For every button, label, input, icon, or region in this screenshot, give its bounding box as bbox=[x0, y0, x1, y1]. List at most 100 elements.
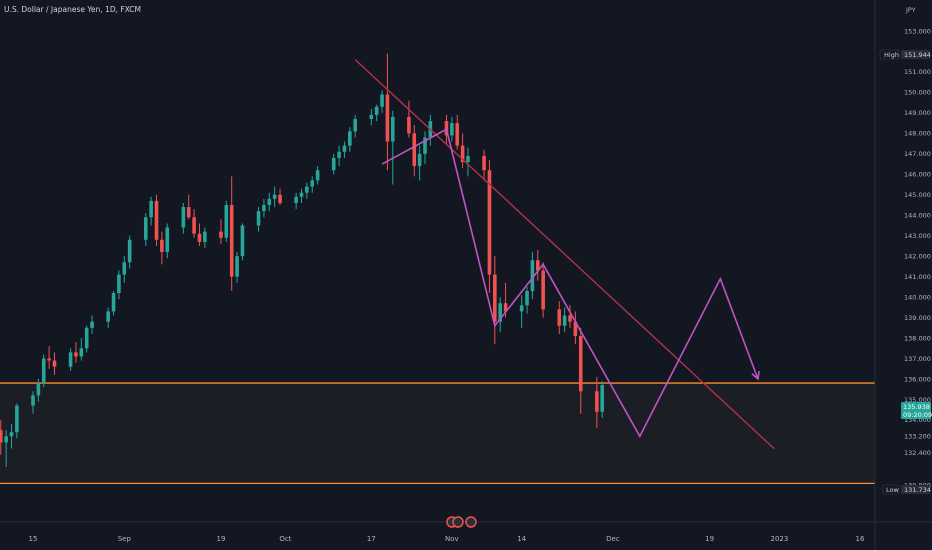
candle-body bbox=[595, 391, 599, 412]
resistance-trendline[interactable] bbox=[354, 59, 775, 450]
candle bbox=[79, 338, 84, 361]
candle bbox=[143, 213, 148, 246]
candle bbox=[455, 114, 460, 150]
candle-body bbox=[348, 131, 352, 146]
high-label-box bbox=[879, 49, 900, 60]
time-tick-label: Nov bbox=[445, 535, 459, 543]
candle bbox=[0, 419, 3, 455]
low-label-box bbox=[882, 484, 900, 495]
candle bbox=[315, 166, 320, 185]
last-price: 135.938 bbox=[903, 403, 930, 411]
time-tick-label: Sep bbox=[118, 535, 132, 543]
symbol-title: U.S. Dollar / Japanese Yen, 1D, FXCM bbox=[4, 5, 141, 14]
candle-body bbox=[90, 321, 94, 328]
candle bbox=[278, 188, 282, 205]
candle bbox=[262, 198, 266, 218]
price-tick-label: 146.000 bbox=[904, 171, 931, 179]
price-tick-label: 145.000 bbox=[904, 191, 931, 199]
candle bbox=[460, 133, 465, 169]
candle-body bbox=[444, 121, 449, 136]
candle bbox=[219, 219, 223, 244]
candle bbox=[417, 145, 422, 181]
time-axis-ticks: 15Sep19Oct17Nov14Dec19202316Feb13Mar13Ap… bbox=[29, 535, 865, 543]
candle bbox=[294, 192, 298, 210]
event-markers[interactable] bbox=[446, 516, 477, 528]
candle bbox=[305, 182, 309, 199]
candle bbox=[331, 153, 336, 175]
trendline-layer[interactable] bbox=[354, 59, 775, 450]
candle-body bbox=[154, 200, 159, 240]
candle bbox=[84, 325, 89, 353]
price-tick-label: 147.000 bbox=[904, 150, 931, 158]
candle-body bbox=[412, 133, 417, 167]
price-axis[interactable] bbox=[875, 0, 932, 550]
candle-body bbox=[353, 119, 357, 132]
candle bbox=[154, 194, 159, 246]
candle-body bbox=[203, 231, 207, 242]
candle-body bbox=[315, 170, 320, 181]
candle bbox=[407, 100, 411, 138]
economic-event-icon[interactable] bbox=[465, 516, 477, 528]
candle bbox=[519, 295, 524, 328]
price-tick-label: 140.000 bbox=[904, 293, 931, 301]
candle bbox=[595, 376, 599, 429]
candle bbox=[111, 290, 116, 316]
candle bbox=[466, 147, 470, 177]
candle-body bbox=[568, 315, 572, 322]
candle bbox=[353, 114, 357, 138]
projection-path[interactable] bbox=[381, 128, 759, 438]
candle bbox=[186, 194, 191, 220]
candle bbox=[127, 235, 132, 269]
time-tick-label: 14 bbox=[517, 535, 526, 543]
candle-body bbox=[423, 137, 427, 154]
time-tick-label: Dec bbox=[606, 535, 620, 543]
time-tick-label: 19 bbox=[216, 535, 225, 543]
candle-body bbox=[106, 311, 110, 322]
candle-body bbox=[181, 207, 186, 228]
candle-body bbox=[4, 436, 8, 443]
candle bbox=[487, 159, 492, 294]
candle-body bbox=[262, 204, 266, 212]
economic-event-icon[interactable] bbox=[452, 516, 464, 528]
candle-body bbox=[299, 192, 304, 197]
candle-body bbox=[530, 260, 535, 291]
candle-body bbox=[450, 123, 454, 136]
last-price-box bbox=[901, 402, 931, 419]
projection-arrowhead bbox=[751, 370, 760, 381]
candle-body bbox=[111, 293, 116, 312]
candle-body bbox=[600, 385, 605, 412]
candle-body bbox=[498, 303, 502, 322]
candle bbox=[240, 223, 245, 261]
candle-body bbox=[455, 123, 460, 146]
candle-body bbox=[52, 360, 57, 367]
currency-label: JPY bbox=[905, 6, 916, 14]
candle-body bbox=[337, 151, 341, 158]
candle-body bbox=[122, 262, 127, 275]
candle bbox=[450, 116, 454, 142]
candle bbox=[122, 256, 127, 283]
candle bbox=[181, 202, 186, 234]
candle-body bbox=[380, 94, 384, 107]
candle-body bbox=[525, 290, 529, 306]
price-tick-label: 137.000 bbox=[904, 355, 931, 363]
candle-body bbox=[74, 352, 78, 357]
price-tick-label: 138.000 bbox=[904, 334, 931, 342]
time-tick-label: 16 bbox=[856, 535, 865, 543]
price-tick-label: 134.000 bbox=[904, 416, 931, 424]
support-zone-fill bbox=[0, 383, 875, 484]
candle-body bbox=[374, 106, 379, 115]
projection-layer[interactable] bbox=[381, 128, 760, 438]
low-value: 131.734 bbox=[904, 486, 931, 494]
time-tick-label: 17 bbox=[367, 535, 376, 543]
price-tick-label: 144.000 bbox=[904, 212, 931, 220]
last-price-badge: 135.938 09:20:09 bbox=[901, 402, 932, 419]
candle-body bbox=[9, 432, 14, 437]
price-tick-label: 133.200 bbox=[904, 433, 931, 441]
candle bbox=[52, 352, 57, 375]
candle bbox=[600, 381, 605, 418]
candle-body bbox=[573, 321, 578, 337]
candle-body bbox=[541, 270, 545, 310]
candle-body bbox=[79, 348, 84, 357]
candle-body bbox=[36, 383, 41, 396]
